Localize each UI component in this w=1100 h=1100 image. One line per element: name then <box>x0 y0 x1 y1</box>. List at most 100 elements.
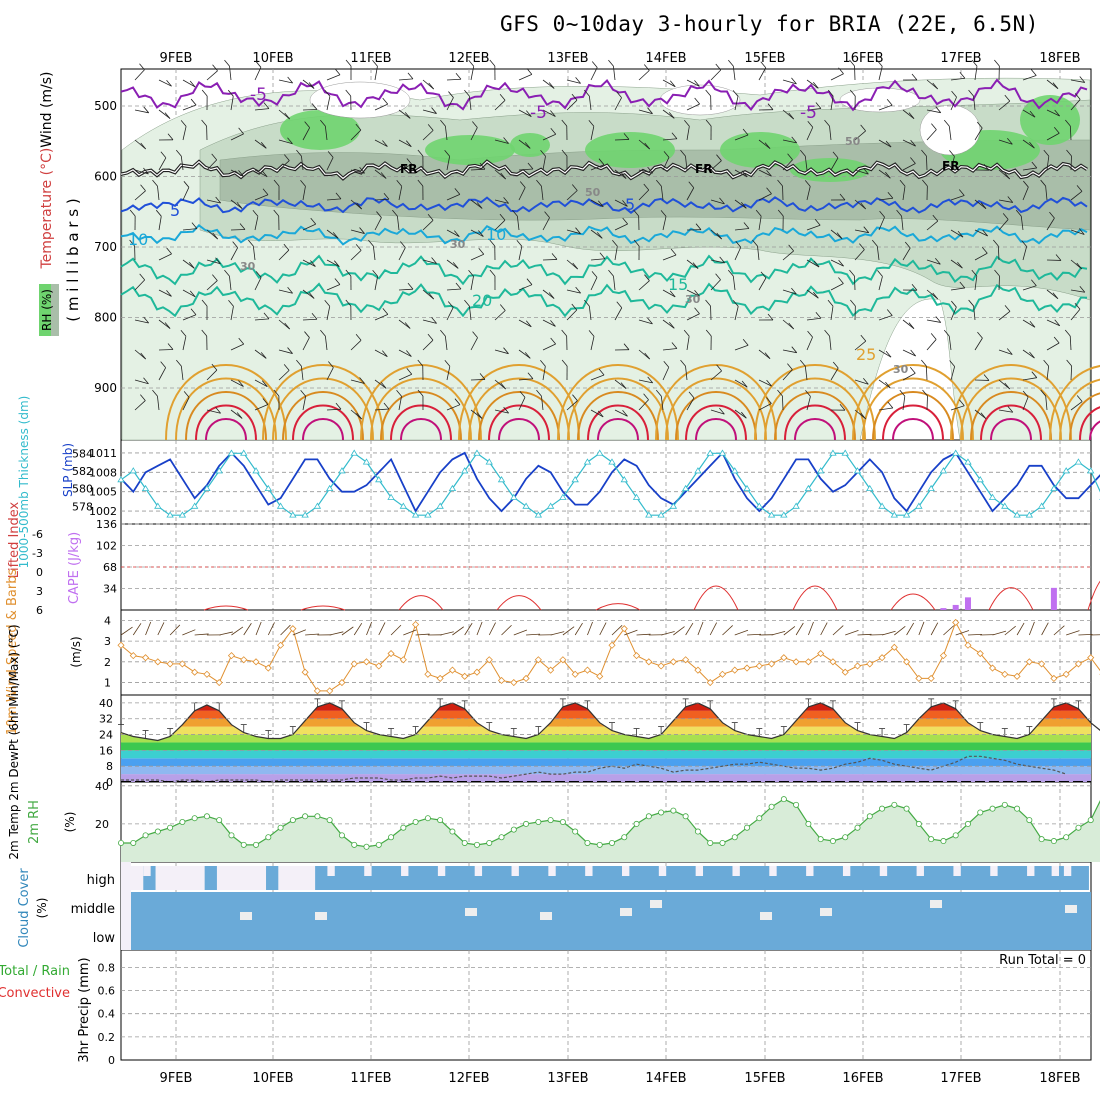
wind-barb <box>398 396 402 411</box>
wind-speed-marker <box>817 649 825 658</box>
wind-barb <box>1046 79 1059 89</box>
wind-barb-flag <box>752 239 758 247</box>
temp-contour-near-surface <box>175 377 277 441</box>
wind-barb-flag <box>160 361 166 368</box>
wind-barb-flag <box>228 299 234 307</box>
thickness-marker <box>681 484 690 492</box>
wind-barb <box>1070 289 1085 293</box>
wind-barb <box>1046 289 1059 300</box>
wind-speed-marker <box>522 674 530 682</box>
thickness-marker <box>706 449 714 456</box>
wind-barb-flag <box>140 142 147 150</box>
cloud-high-gap <box>1027 866 1035 876</box>
wind-barb <box>158 367 167 381</box>
wind-barb-flag <box>359 377 365 384</box>
wind-barb <box>302 318 318 321</box>
rh2m-marker <box>584 839 591 846</box>
wind-barb-flag <box>300 389 306 397</box>
cloud-high-cell <box>830 866 844 890</box>
rh2m-unit-label: (%) <box>63 812 77 833</box>
wind-speed-marker <box>927 674 935 682</box>
temp-contour-15 <box>120 254 1088 286</box>
wind-barb <box>902 319 915 329</box>
wind-speed-marker <box>338 678 346 687</box>
wind-barb-10m <box>587 621 593 636</box>
wind-barb-flag <box>550 320 556 327</box>
wind-barb-flag <box>417 149 424 157</box>
rh2m-marker <box>719 839 726 846</box>
wind-barb-flag <box>949 150 955 157</box>
wind-barb-flag <box>575 77 581 84</box>
wind-speed-marker <box>203 670 211 678</box>
wind-barb-flag <box>468 269 474 277</box>
wind-barb-flag <box>994 59 1000 67</box>
wind-barb <box>902 349 916 357</box>
thickness-marker <box>1025 511 1034 518</box>
wind-barb-flag <box>755 209 762 217</box>
wind-barb-10m <box>709 622 718 636</box>
wind-barb-flag <box>356 202 363 210</box>
wind-barb-flag <box>623 133 630 140</box>
wind-barb <box>1070 155 1072 171</box>
wind-barb-10m <box>194 633 209 636</box>
wind-speed-marker <box>559 656 567 664</box>
wind-barbs <box>129 59 1086 420</box>
wind-barb-flag <box>263 102 270 109</box>
cloud-high-cell <box>450 866 463 890</box>
wind-speed-marker <box>166 660 174 668</box>
wind-barb-flag <box>519 391 526 398</box>
wind-barb <box>542 133 556 141</box>
temp-band <box>121 702 1091 703</box>
wind-barb-flag <box>544 211 550 218</box>
wind-barb-flag <box>1007 138 1013 145</box>
wind-barb-flag <box>383 402 390 410</box>
wind-tick-label: 4 <box>104 614 111 627</box>
wind-barb <box>662 138 677 141</box>
thickness-marker <box>473 449 481 456</box>
wind-barb-flag <box>431 257 437 264</box>
wind-barb <box>134 379 149 385</box>
wind-barb <box>566 259 578 270</box>
wind-barb <box>1045 396 1048 411</box>
thickness-marker <box>792 502 800 509</box>
wind-barb-flag <box>359 227 365 234</box>
wind-barb <box>686 259 699 269</box>
date-label-bottom: 11FEB <box>350 1071 391 1086</box>
wind-barb <box>374 408 389 411</box>
cloud-high-cell <box>216 866 230 890</box>
wind-barb-flag <box>519 181 526 188</box>
wind-barb <box>926 339 937 351</box>
wind-barb <box>854 249 865 261</box>
temp-contour-near-surface <box>370 377 472 441</box>
wind-barb <box>516 216 520 231</box>
wind-barb-flag <box>922 389 928 397</box>
cloud-high-cell <box>683 866 697 890</box>
wind-barb <box>660 396 664 411</box>
wind-barb-flag <box>588 330 595 337</box>
wind-barb <box>350 199 362 210</box>
cape-tick-label: 68 <box>103 561 117 574</box>
wind-barb <box>734 344 749 351</box>
wind-barb <box>901 216 904 231</box>
thickness-marker <box>1001 502 1009 509</box>
wind-barb-flag <box>273 389 280 397</box>
wind-barb <box>494 199 509 204</box>
wind-barb <box>638 319 653 325</box>
wind-barb-10m <box>267 622 275 636</box>
temp-band <box>121 710 1091 719</box>
rh2m-marker <box>829 838 836 845</box>
wind-barb-flag <box>238 127 244 135</box>
temp-tick-label: 8 <box>106 760 113 773</box>
thickness-marker <box>731 467 739 474</box>
wind-barb <box>252 246 256 261</box>
wind-barb <box>662 289 676 298</box>
wind-barb <box>350 129 362 141</box>
wind-barb-flag <box>680 149 686 157</box>
wind-barb <box>902 186 906 201</box>
cloud-high-gap <box>327 866 335 876</box>
wind-barb-10m <box>403 629 417 636</box>
wind-barb-flag <box>879 210 885 218</box>
wind-speed-marker <box>313 687 321 695</box>
wind-barb-flag <box>140 394 146 401</box>
wind-barb-flag <box>788 244 794 252</box>
